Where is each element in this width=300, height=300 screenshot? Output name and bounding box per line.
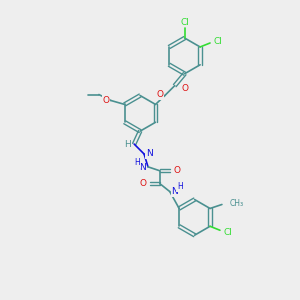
Text: O: O bbox=[173, 166, 180, 175]
Text: O: O bbox=[181, 84, 188, 93]
Text: N: N bbox=[171, 187, 178, 196]
Text: N: N bbox=[146, 149, 152, 158]
Text: Cl: Cl bbox=[180, 18, 189, 27]
Text: H: H bbox=[177, 182, 183, 191]
Text: CH₃: CH₃ bbox=[230, 199, 244, 208]
Text: H: H bbox=[124, 140, 130, 148]
Text: O: O bbox=[156, 90, 164, 99]
Text: N: N bbox=[139, 163, 145, 172]
Text: H: H bbox=[134, 158, 140, 167]
Text: Cl: Cl bbox=[224, 228, 232, 237]
Text: Cl: Cl bbox=[214, 37, 222, 46]
Text: O: O bbox=[140, 179, 147, 188]
Text: O: O bbox=[102, 96, 109, 105]
